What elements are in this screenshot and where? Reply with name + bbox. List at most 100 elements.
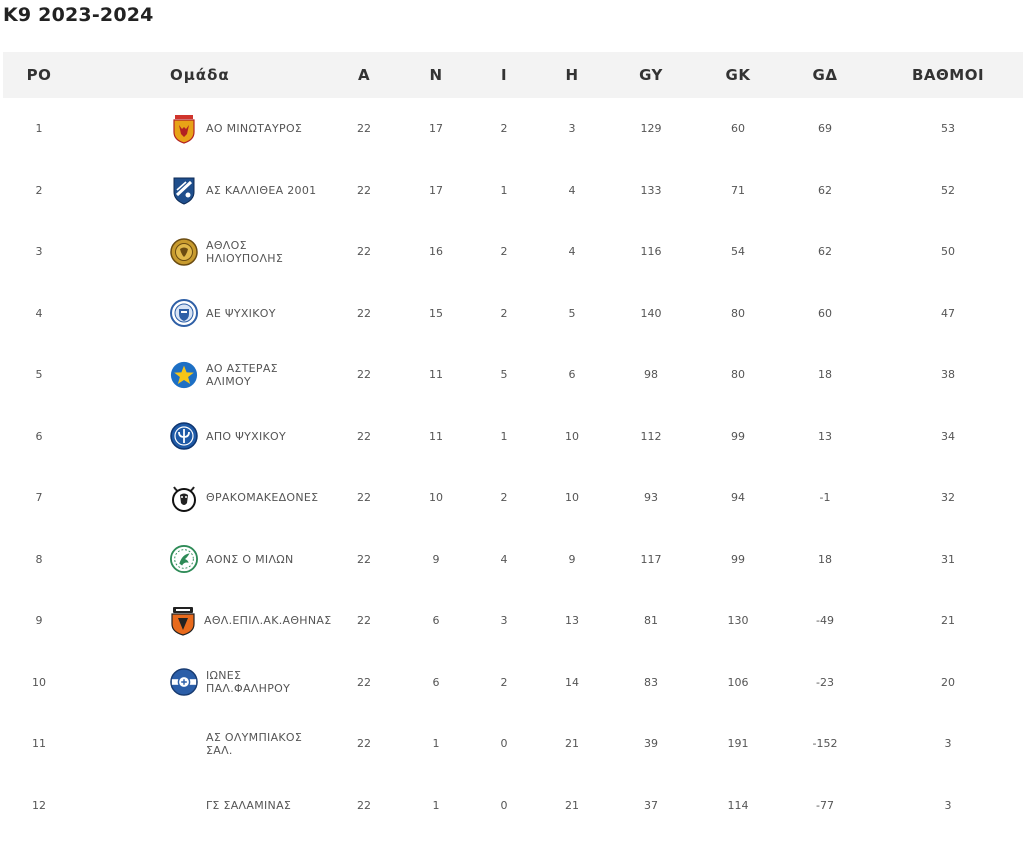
wins-cell: 6: [432, 675, 440, 689]
table-row[interactable]: 8 ΑΟΝΣ Ο ΜΙΛΩΝ 22 9 4 9 117 99 18 31: [3, 529, 1023, 591]
table-row[interactable]: 9 ΑΘΛ.ΕΠΙΛ.ΑΚ.ΑΘΗΝΑΣ 22 6 3 13 81 130 -49 21: [3, 590, 1023, 652]
goal-difference-cell: -152: [812, 737, 838, 751]
goals-against-cell: 71: [731, 183, 745, 197]
team-name-link[interactable]: ΑΟ ΑΣΤΕΡΑΣ ΑΛΙΜΟΥ: [206, 361, 278, 388]
kallithea-crest-icon: [170, 174, 198, 206]
wins-cell: 11: [429, 368, 443, 382]
losses-cell: 13: [565, 614, 579, 628]
team-name-link[interactable]: ΑΟΝΣ Ο ΜΙΛΩΝ: [206, 552, 294, 566]
table-row[interactable]: 5 ΑΟ ΑΣΤΕΡΑΣ ΑΛΙΜΟΥ 22 11 5 6 98 80 18 38: [3, 344, 1023, 406]
losses-cell: 21: [565, 798, 579, 812]
goals-for-cell: 117: [640, 552, 662, 566]
goals-for-cell: 129: [640, 122, 662, 136]
athlos-crest-icon: [170, 236, 198, 268]
table-header-row: ΡΟ Ομάδα Α Ν Ι Η GY GK GΔ ΒΑΘΜΟΙ: [3, 52, 1023, 98]
goals-for-cell: 98: [644, 368, 658, 382]
goals-for-cell: 133: [640, 183, 662, 197]
wins-cell: 15: [429, 306, 443, 320]
draws-cell: 1: [500, 429, 508, 443]
position-cell: 8: [35, 552, 43, 566]
goals-against-cell: 99: [731, 552, 745, 566]
goals-for-cell: 39: [644, 737, 658, 751]
team-name-link[interactable]: ΙΩΝΕΣ ΠΑΛ.ΦΑΛΗΡΟΥ: [206, 669, 291, 696]
table-row[interactable]: 12 ΓΣ ΣΑΛΑΜΙΝΑΣ 22 1 0 21 37 114 -77 3: [3, 775, 1023, 837]
goals-for-cell: 83: [644, 675, 658, 689]
table-row[interactable]: 7 ΘΡΑΚΟΜΑΚΕΔΟΝΕΣ 22 10 2 10 93 94 -1 32: [3, 467, 1023, 529]
position-cell: 7: [35, 491, 43, 505]
wins-cell: 17: [429, 183, 443, 197]
table-row[interactable]: 2 ΑΣ ΚΑΛΛΙΘΕΑ 2001 22 17 1 4 133 71 62 52: [3, 160, 1023, 222]
col-header-team[interactable]: Ομάδα: [170, 66, 230, 84]
team-cell: ΓΣ ΣΑΛΑΜΙΝΑΣ: [75, 775, 323, 837]
goals-against-cell: 99: [731, 429, 745, 443]
table-row[interactable]: 1 ΑΟ ΜΙΝΩΤΑΥΡΟΣ 22 17 2 3 129 60 69 53: [3, 98, 1023, 160]
team-cell: ΑΟ ΑΣΤΕΡΑΣ ΑΛΙΜΟΥ: [75, 344, 323, 406]
col-header-goals-for[interactable]: GY: [639, 66, 663, 84]
position-cell: 11: [32, 737, 46, 751]
draws-cell: 2: [500, 491, 508, 505]
losses-cell: 9: [568, 552, 576, 566]
team-name-link[interactable]: ΑΟ ΜΙΝΩΤΑΥΡΟΣ: [206, 122, 303, 136]
team-name-link[interactable]: ΓΣ ΣΑΛΑΜΙΝΑΣ: [206, 798, 292, 812]
points-cell: 31: [941, 552, 955, 566]
losses-cell: 5: [568, 306, 576, 320]
points-cell: 47: [941, 306, 955, 320]
col-header-wins[interactable]: Ν: [429, 66, 443, 84]
played-cell: 22: [357, 122, 371, 136]
col-header-points[interactable]: ΒΑΘΜΟΙ: [911, 66, 985, 84]
team-name-link[interactable]: ΑΠΟ ΨΥΧΙΚΟΥ: [206, 429, 286, 443]
goal-difference-cell: 69: [818, 122, 832, 136]
table-row[interactable]: 4 ΑΕ ΨΥΧΙΚΟΥ 22 15 2 5 140 80 60 47: [3, 283, 1023, 345]
goals-against-cell: 114: [727, 798, 749, 812]
goals-for-cell: 37: [644, 798, 658, 812]
team-name-link[interactable]: ΑΣ ΟΛΥΜΠΙΑΚΟΣ ΣΑΛ.: [206, 730, 303, 757]
team-cell: ΑΣ ΚΑΛΛΙΘΕΑ 2001: [75, 160, 323, 222]
played-cell: 22: [357, 429, 371, 443]
table-row[interactable]: 11 ΑΣ ΟΛΥΜΠΙΑΚΟΣ ΣΑΛ. 22 1 0 21 39 191 -152 3: [3, 713, 1023, 775]
col-header-losses[interactable]: Η: [565, 66, 579, 84]
page-title: K9 2023-2024: [3, 4, 154, 26]
team-name-link[interactable]: ΑΘΛΟΣ ΗΛΙΟΥΠΟΛΗΣ: [206, 238, 284, 265]
played-cell: 22: [357, 368, 371, 382]
apo-psychikou-crest-icon: [170, 420, 198, 452]
team-cell: ΑΟΝΣ Ο ΜΙΛΩΝ: [75, 529, 323, 591]
played-cell: 22: [357, 245, 371, 259]
position-cell: 1: [35, 122, 43, 136]
team-cell: ΑΘΛΟΣ ΗΛΙΟΥΠΟΛΗΣ: [75, 221, 323, 283]
points-cell: 3: [944, 737, 952, 751]
iones-crest-icon: [170, 666, 198, 698]
col-header-goals-against[interactable]: GK: [725, 66, 751, 84]
table-row[interactable]: 3 ΑΘΛΟΣ ΗΛΙΟΥΠΟΛΗΣ 22 16 2 4 116 54 62 50: [3, 221, 1023, 283]
played-cell: 22: [357, 798, 371, 812]
col-header-draws[interactable]: Ι: [500, 66, 508, 84]
goal-difference-cell: 18: [818, 552, 832, 566]
standings-table: ΡΟ Ομάδα Α Ν Ι Η GY GK GΔ ΒΑΘΜΟΙ 1 ΑΟ ΜΙΝ…: [3, 52, 1023, 836]
goals-against-cell: 54: [731, 245, 745, 259]
points-cell: 38: [941, 368, 955, 382]
goal-difference-cell: 62: [818, 183, 832, 197]
draws-cell: 0: [500, 798, 508, 812]
points-cell: 21: [941, 614, 955, 628]
draws-cell: 2: [500, 675, 508, 689]
position-cell: 10: [32, 675, 46, 689]
goal-difference-cell: -77: [816, 798, 834, 812]
played-cell: 22: [357, 491, 371, 505]
team-name-link[interactable]: ΑΕ ΨΥΧΙΚΟΥ: [206, 306, 276, 320]
table-row[interactable]: 6 ΑΠΟ ΨΥΧΙΚΟΥ 22 11 1 10 112 99 13 34: [3, 406, 1023, 468]
position-cell: 3: [35, 245, 43, 259]
team-name-link[interactable]: ΑΘΛ.ΕΠΙΛ.ΑΚ.ΑΘΗΝΑΣ: [204, 614, 332, 628]
team-cell: ΘΡΑΚΟΜΑΚΕΔΟΝΕΣ: [75, 467, 323, 529]
team-name-link[interactable]: ΘΡΑΚΟΜΑΚΕΔΟΝΕΣ: [206, 491, 319, 505]
col-header-played[interactable]: Α: [357, 66, 371, 84]
table-row[interactable]: 10 ΙΩΝΕΣ ΠΑΛ.ΦΑΛΗΡΟΥ 22 6 2 14 83 106 -23 20: [3, 652, 1023, 714]
team-name-link[interactable]: ΑΣ ΚΑΛΛΙΘΕΑ 2001: [206, 183, 317, 197]
losses-cell: 10: [565, 491, 579, 505]
goals-against-cell: 191: [727, 737, 749, 751]
col-header-position[interactable]: ΡΟ: [26, 66, 52, 84]
goals-against-cell: 130: [727, 614, 749, 628]
team-cell: ΑΣ ΟΛΥΜΠΙΑΚΟΣ ΣΑΛ.: [75, 713, 323, 775]
goal-difference-cell: 18: [818, 368, 832, 382]
col-header-goal-difference[interactable]: GΔ: [812, 66, 838, 84]
goals-against-cell: 94: [731, 491, 745, 505]
goals-for-cell: 116: [640, 245, 662, 259]
